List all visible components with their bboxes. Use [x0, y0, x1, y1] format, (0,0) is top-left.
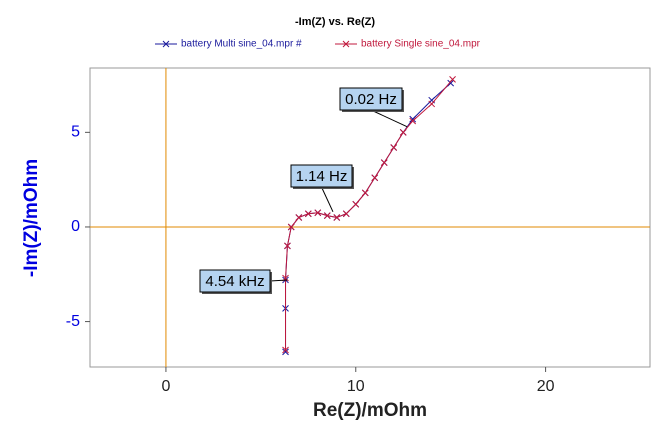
plot-frame: [89, 67, 651, 368]
data-point: [304, 210, 312, 218]
annotation-text: 4.54 kHz: [205, 273, 264, 290]
data-point: [371, 174, 379, 182]
data-point: [323, 212, 331, 219]
data-point: [314, 209, 322, 217]
data-point: [361, 189, 369, 197]
data-point: [390, 144, 398, 151]
data-point: [447, 79, 455, 87]
data-point: [352, 200, 360, 208]
data-point: [409, 117, 417, 125]
data-point: [399, 128, 407, 136]
data-point: [342, 210, 350, 218]
data-point: [282, 346, 289, 354]
data-point: [287, 223, 295, 231]
legend-label: battery Single sine_04.mpr: [361, 39, 481, 50]
x-tick-label: 20: [537, 378, 555, 395]
data-point: [284, 242, 291, 250]
x-tick-label: 0: [161, 378, 170, 395]
y-tick-label: -5: [66, 313, 80, 330]
data-point: [409, 115, 417, 123]
y-tick-label: 0: [71, 218, 80, 235]
annotation-arrow: [370, 109, 408, 128]
annotation-arrow: [269, 279, 288, 282]
annotation-box: [339, 87, 403, 111]
annotation-box: [199, 269, 271, 293]
legend-marker: [342, 40, 350, 48]
annotation-text: 0.02 Hz: [345, 91, 397, 108]
y-tick-label: 5: [71, 124, 80, 141]
x-axis-label: Re(Z)/mOhm: [313, 400, 427, 421]
chart-title: -Im(Z) vs. Re(Z): [295, 16, 375, 28]
data-point: [333, 214, 341, 221]
x-tick-label: 10: [347, 378, 365, 395]
data-point: [428, 100, 436, 108]
annotation-box: [290, 164, 353, 188]
legend-label: battery Multi sine_04.mpr #: [181, 39, 302, 50]
y-axis-label: -Im(Z)/mOhm: [21, 159, 42, 277]
data-point: [295, 214, 303, 221]
data-point: [282, 348, 289, 356]
annotation-text: 1.14 Hz: [296, 168, 348, 185]
data-point: [380, 159, 388, 166]
legend-marker: [162, 40, 170, 48]
annotation-arrow: [321, 186, 334, 213]
data-point: [449, 76, 456, 83]
